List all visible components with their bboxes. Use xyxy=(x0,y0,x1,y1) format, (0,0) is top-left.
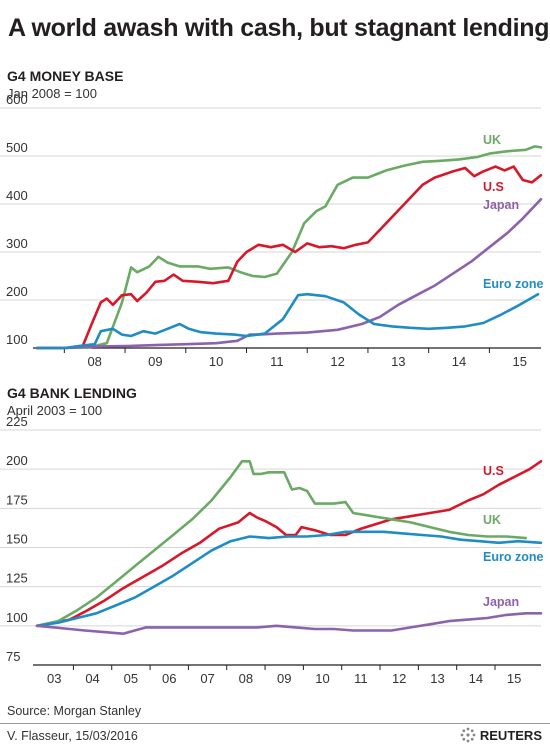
x-tick-label: 11 xyxy=(354,671,368,686)
bank-lending-subtitle: April 2003 = 100 xyxy=(7,403,103,418)
money-base-chart: 100 200 300 400 500 600 08 09 10 11 12 13 14 15 UK U.S J… xyxy=(0,92,543,369)
x-tick-label: 13 xyxy=(430,671,444,686)
y-tick-label: 300 xyxy=(6,236,28,251)
footer-divider xyxy=(0,723,550,724)
y-tick-label: 600 xyxy=(6,92,28,107)
x-tick-label: 10 xyxy=(209,354,223,369)
series-label-uk: UK xyxy=(483,133,501,147)
series-label-us: U.S xyxy=(483,180,504,194)
series-line-japan xyxy=(35,612,543,635)
x-tick-label: 10 xyxy=(315,671,329,686)
series-line-euro xyxy=(35,530,543,628)
series-label-euro: Euro zone xyxy=(483,550,543,564)
x-tick-label: 07 xyxy=(200,671,214,686)
x-tick-label: 06 xyxy=(162,671,176,686)
series-label-japan: Japan xyxy=(483,198,519,212)
x-tick-label: 03 xyxy=(47,671,61,686)
brand-name: REUTERS xyxy=(479,727,542,743)
bank-lending-title: G4 BANK LENDING xyxy=(7,385,137,401)
series-label-uk: UK xyxy=(483,513,501,527)
headline: A world awash with cash, but stagnant le… xyxy=(8,14,550,42)
money-base-title: G4 MONEY BASE xyxy=(7,68,124,84)
x-tick-label: 05 xyxy=(124,671,138,686)
y-tick-label: 75 xyxy=(6,649,20,664)
series-label-us: U.S xyxy=(483,464,504,478)
series-line-euro xyxy=(35,292,540,350)
x-tick-label: 09 xyxy=(148,354,162,369)
x-tick-label: 08 xyxy=(239,671,253,686)
reuters-logo: REUTERS xyxy=(460,727,542,743)
series-label-japan: Japan xyxy=(483,595,519,609)
source-note: Source: Morgan Stanley xyxy=(7,704,142,718)
x-tick-label: 15 xyxy=(513,354,527,369)
money-base-subtitle: Jan 2008 = 100 xyxy=(7,86,97,101)
y-tick-label: 175 xyxy=(6,492,28,507)
y-tick-label: 200 xyxy=(6,284,28,299)
x-tick-label: 14 xyxy=(469,671,483,686)
series-label-euro: Euro zone xyxy=(483,277,543,291)
series-line-us xyxy=(35,460,543,628)
x-tick-label: 13 xyxy=(391,354,405,369)
y-tick-label: 100 xyxy=(6,332,28,347)
credit-line: V. Flasseur, 15/03/2016 xyxy=(7,729,138,743)
x-tick-label: 04 xyxy=(85,671,99,686)
series-line-japan xyxy=(35,197,543,350)
y-tick-label: 100 xyxy=(6,610,28,625)
x-tick-label: 09 xyxy=(277,671,291,686)
series-line-uk xyxy=(35,460,527,628)
x-tick-label: 11 xyxy=(270,354,284,369)
y-tick-label: 500 xyxy=(6,140,28,155)
x-tick-label: 14 xyxy=(452,354,466,369)
x-tick-label: 08 xyxy=(87,354,101,369)
x-tick-label: 15 xyxy=(507,671,521,686)
y-tick-label: 225 xyxy=(6,414,28,429)
y-tick-label: 200 xyxy=(6,453,28,468)
y-tick-label: 150 xyxy=(6,532,28,547)
x-tick-label: 12 xyxy=(330,354,344,369)
series-line-uk xyxy=(35,145,543,350)
series-line-us xyxy=(35,165,543,350)
y-tick-label: 125 xyxy=(6,571,28,586)
reuters-dots-icon xyxy=(460,727,476,743)
bank-lending-chart: 75 100 125 150 175 200 225 03 04 05 06 07 08 09 10 11 12… xyxy=(0,414,543,686)
y-tick-label: 400 xyxy=(6,188,28,203)
x-tick-label: 12 xyxy=(392,671,406,686)
